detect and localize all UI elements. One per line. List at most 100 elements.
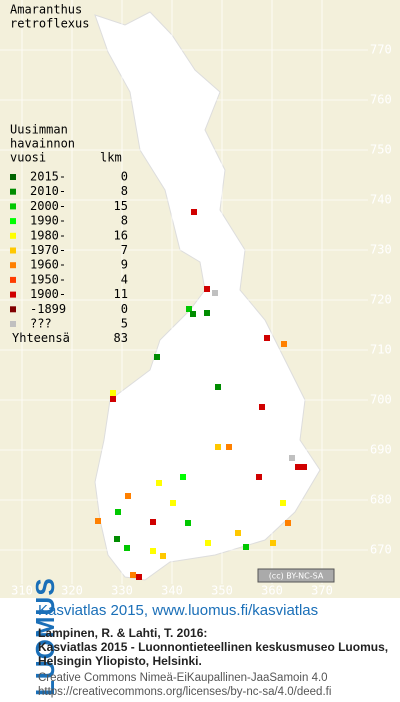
observation [156,480,162,486]
observation [226,444,232,450]
legend-swatch [10,203,16,210]
observation [259,404,265,410]
observation [124,545,130,551]
observation [186,306,192,312]
observation [180,474,186,480]
legend-count: 5 [121,317,128,331]
observation [264,335,270,341]
legend-swatch [10,247,16,254]
grid-labels: 310 320 330 340 350 360 3707707607507407307207… [11,43,392,598]
legend-count: 4 [121,272,128,286]
observation [190,311,196,317]
legend-label: 1970- [30,243,66,257]
link[interactable]: Kasviatlas 2015, www.luomus.fi/kasviatla… [38,602,319,619]
y-grid-label: 750 [370,143,392,157]
x-grid-label: 340 [161,584,183,598]
finland-outline [94,11,321,581]
observation [215,444,221,450]
y-grid-label: 740 [370,193,392,207]
observation [212,290,218,296]
observation [270,540,276,546]
y-grid-label: 700 [370,393,392,407]
legend-heading: Uusimman [10,123,68,137]
map: Amaranthus retroflexus Uusimmanhavainnon… [0,0,400,598]
observation [125,493,131,499]
legend-label: 1900- [30,287,66,301]
legend-swatch [10,188,16,195]
y-grid-label: 730 [370,243,392,257]
legend-label: 1990- [30,214,66,228]
observation [136,574,142,580]
legend-swatch [10,276,16,283]
observation [215,384,221,390]
observation [110,390,116,396]
citation: Kasviatlas 2015 - Luonnontieteellinen ke… [38,640,389,654]
legend-label: 2015- [30,170,66,184]
license-badge: (cc) BY-NC-SA [257,568,335,583]
legend-swatch [10,291,16,298]
license-url[interactable]: https://creativecommons.org/licenses/by-… [38,686,332,698]
observations [95,209,307,580]
species-name: retroflexus [10,17,89,31]
legend-heading: havainnon [10,137,75,151]
license-text: Creative Commons Nimeä-EiKaupallinen-Jaa… [38,672,328,684]
brand-wrap: LUOMUS [0,577,60,696]
legend-count: 11 [114,287,128,301]
observation [130,572,136,578]
y-grid-label: 710 [370,343,392,357]
license-badge-text: (cc) BY-NC-SA [269,572,324,581]
legend-label: 2000- [30,199,66,213]
y-grid-label: 760 [370,93,392,107]
observation [114,536,120,542]
observation [110,396,116,402]
x-grid-label: 360 [261,584,283,598]
legend-swatch [10,321,16,327]
legend-swatch [10,218,16,225]
legend-swatch [10,262,16,269]
observation [95,518,101,524]
legend-count-heading: lkm [100,151,122,165]
legend-heading: vuosi [10,151,46,165]
legend-label: 2010- [30,184,66,198]
observation [205,540,211,546]
observation [150,548,156,554]
observation [204,310,210,316]
observation [281,341,287,347]
observation [285,520,291,526]
y-grid-label: 720 [370,293,392,307]
legend-count: 7 [121,243,128,257]
observation [256,474,262,480]
observation [204,286,210,292]
legend-label: 1960- [30,258,66,272]
observation [150,519,156,525]
legend-count: 0 [121,170,128,184]
legend-swatch [10,306,16,313]
legend-label: ??? [30,317,52,331]
observation [295,464,301,470]
legend-swatch [10,232,16,239]
x-grid-label: 350 [211,584,233,598]
legend-label: 1980- [30,228,66,242]
legend-count: 0 [121,302,128,316]
observation [243,544,249,550]
legend-count: 8 [121,184,128,198]
legend-count: 16 [114,228,128,242]
legend-swatch [10,174,16,180]
citation: Helsingin Yliopisto, Helsinki. [38,654,202,668]
y-grid-label: 680 [370,493,392,507]
observation [115,509,121,515]
observation [235,530,241,536]
x-grid-label: 330 [111,584,133,598]
citation: Lampinen, R. & Lahti, T. 2016: [38,626,208,640]
brand-strip: LUOMUS [0,577,60,702]
legend-label: -1899 [30,302,66,316]
x-grid-label: 370 [311,584,333,598]
legend-count: 15 [114,199,128,213]
observation [160,553,166,559]
legend-label: 1950- [30,272,66,286]
legend-count: 9 [121,258,128,272]
x-grid-label: 320 [61,584,83,598]
observation [185,520,191,526]
